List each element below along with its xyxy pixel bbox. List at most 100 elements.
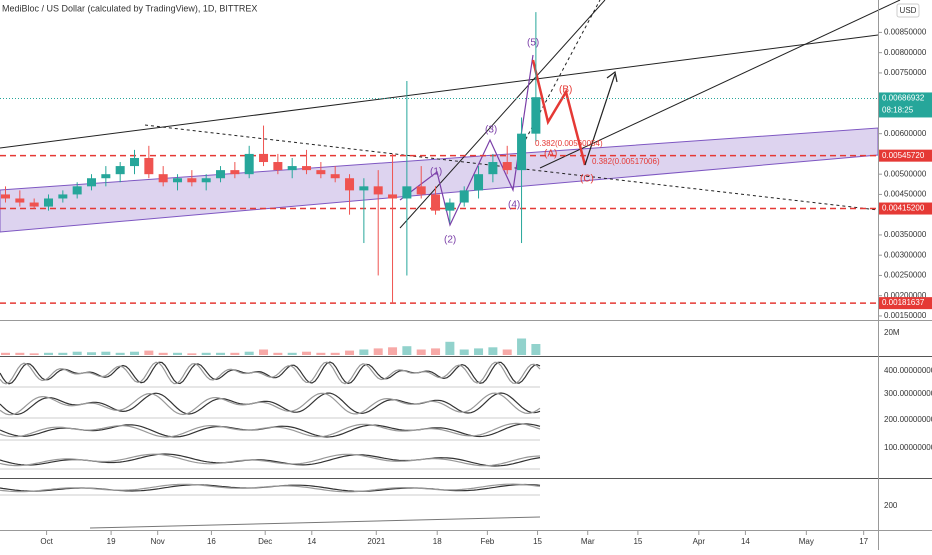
volume-bar bbox=[173, 352, 183, 355]
candle-body bbox=[130, 157, 140, 167]
volume-bar bbox=[130, 351, 140, 355]
volume-bar bbox=[445, 341, 455, 355]
x-tick-label: 19 bbox=[107, 537, 116, 546]
candle-body bbox=[1, 194, 10, 199]
x-tick-label: 14 bbox=[307, 537, 316, 546]
candle-body bbox=[373, 186, 383, 195]
wave-label: (5) bbox=[527, 38, 539, 49]
volume-bar bbox=[187, 353, 197, 355]
wave-label: (1) bbox=[430, 167, 442, 178]
candle-body bbox=[29, 202, 39, 207]
volume-bar bbox=[345, 350, 355, 355]
y-tick-label: 0.00350000 bbox=[884, 230, 927, 239]
candle-body bbox=[488, 162, 498, 175]
projection-line bbox=[531, 59, 587, 166]
volume-bar bbox=[431, 348, 441, 355]
volume-bar bbox=[44, 352, 54, 355]
volume-bar bbox=[244, 351, 254, 355]
marks bbox=[0, 12, 878, 304]
candle-body bbox=[402, 186, 412, 199]
candle-body bbox=[115, 166, 125, 175]
x-tick-label: May bbox=[799, 537, 814, 546]
candle-body bbox=[416, 186, 426, 195]
trendline bbox=[399, 0, 606, 229]
y-tick-label: 0.00850000 bbox=[884, 28, 927, 37]
candle-body bbox=[244, 153, 254, 175]
oscillator-line bbox=[0, 483, 541, 493]
candle-body bbox=[287, 166, 297, 171]
volume-bar bbox=[330, 352, 340, 355]
candle-body bbox=[44, 198, 54, 207]
candle-body bbox=[431, 194, 441, 211]
candle-body bbox=[101, 174, 111, 179]
oscillator-line bbox=[0, 453, 541, 467]
volume-bar bbox=[316, 352, 326, 355]
volume-bar bbox=[216, 352, 226, 355]
x-tick-label: Dec bbox=[258, 537, 272, 546]
candle-body bbox=[259, 153, 269, 163]
candle-body bbox=[474, 174, 484, 191]
volume-bar bbox=[101, 351, 111, 355]
y-tick-label: 0.00500000 bbox=[884, 169, 927, 178]
volume-bar bbox=[144, 350, 154, 355]
candle-body bbox=[158, 174, 168, 183]
volume-bar bbox=[416, 349, 426, 355]
oscillator-line bbox=[0, 392, 541, 416]
oscillator-line bbox=[0, 361, 541, 385]
volume-bar bbox=[402, 346, 412, 355]
volume-bar bbox=[201, 352, 211, 355]
volume-bar bbox=[388, 347, 398, 355]
trendline bbox=[539, 0, 901, 169]
wave-label: (C) bbox=[580, 174, 594, 185]
volume-bar bbox=[531, 344, 541, 355]
wave-label: (B) bbox=[559, 85, 572, 96]
volume-bar bbox=[273, 352, 283, 355]
price-badge bbox=[879, 149, 932, 162]
y-tick-label: 0.00200000 bbox=[884, 291, 927, 300]
candle-body bbox=[216, 170, 226, 179]
volume-axis-label: 20M bbox=[884, 328, 900, 337]
candle-body bbox=[230, 170, 240, 175]
current-price: 0.00686932 bbox=[882, 94, 925, 103]
arrow-head bbox=[606, 70, 618, 83]
candle-body bbox=[302, 166, 312, 171]
y-tick-label: 0.00600000 bbox=[884, 129, 927, 138]
currency: USD bbox=[900, 6, 917, 15]
price-badge-label: 0.00545720 bbox=[882, 151, 925, 160]
indicator-axis-label: 100.00000000 bbox=[884, 443, 932, 452]
volume-bar bbox=[230, 352, 240, 355]
volume-bar bbox=[302, 351, 312, 355]
candle-body bbox=[517, 133, 527, 171]
candle-body bbox=[173, 178, 183, 183]
candle-body bbox=[87, 178, 97, 187]
candle-body bbox=[273, 162, 283, 171]
wave-label: (3) bbox=[485, 125, 497, 136]
lower-axis-label: 200 bbox=[884, 501, 898, 510]
countdown: 08:18:25 bbox=[882, 106, 914, 115]
candle-body bbox=[359, 186, 369, 191]
volume-bar bbox=[58, 352, 68, 355]
y-tick-label: 0.00250000 bbox=[884, 271, 927, 280]
volume-bar bbox=[72, 351, 82, 355]
fib-label: 0.382(0.00517006) bbox=[592, 157, 660, 166]
volume-bar bbox=[474, 348, 484, 355]
wave-line bbox=[399, 54, 534, 227]
y-tick-label: 0.00450000 bbox=[884, 190, 927, 199]
candle-body bbox=[531, 97, 541, 134]
candle-body bbox=[72, 186, 82, 195]
volume-bar bbox=[15, 352, 25, 355]
currency-button[interactable] bbox=[896, 3, 920, 18]
x-tick-label: 15 bbox=[633, 537, 642, 546]
volume-bar bbox=[502, 349, 512, 355]
price-badge bbox=[879, 202, 932, 215]
volume-bar bbox=[517, 338, 527, 355]
volume-bar bbox=[373, 348, 383, 355]
chart-title: MediBloc / US Dollar (calculated by Trad… bbox=[2, 3, 257, 13]
trendline bbox=[0, 34, 879, 149]
wave-label: (2) bbox=[444, 235, 456, 246]
wave-label: (A) bbox=[544, 149, 557, 160]
price-badge bbox=[879, 92, 932, 118]
indicator-axis-label: 200.00000000 bbox=[884, 415, 932, 424]
candle-body bbox=[58, 194, 68, 199]
